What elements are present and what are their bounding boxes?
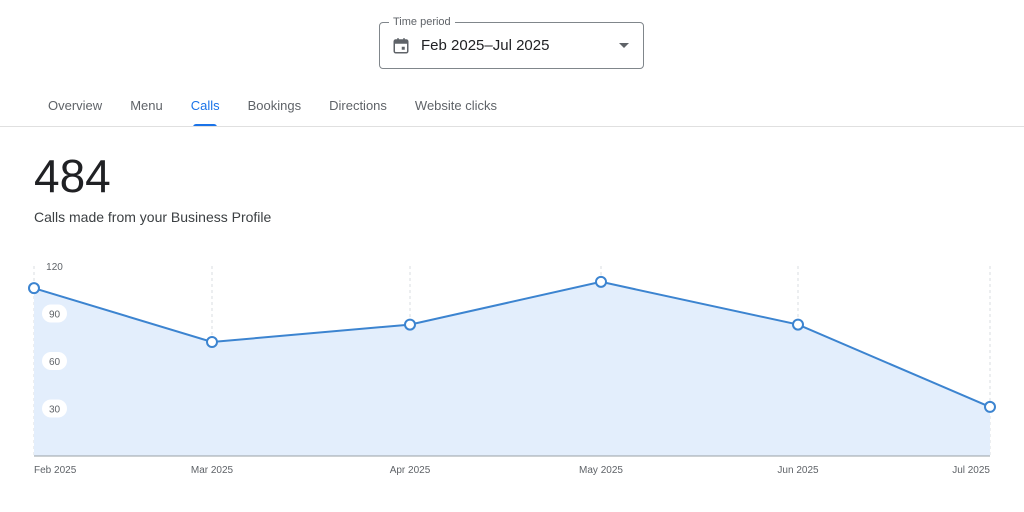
data-point [792, 318, 804, 331]
calls-area-chart: 30 60 90 120 Feb 2025 Mar 2025 Apr 2025 May 202… [28, 262, 996, 476]
x-tick-label: May 2025 [579, 465, 623, 476]
x-tick-label: Mar 2025 [191, 465, 234, 476]
metric-total: 484 [34, 150, 111, 202]
y-tick-label: 120 [46, 262, 63, 273]
calendar-icon [393, 38, 409, 54]
y-tick-bg [42, 399, 67, 418]
data-point [984, 400, 996, 413]
dropdown-arrow-icon [619, 43, 629, 48]
time-period-value: Feb 2025–Jul 2025 [421, 37, 550, 54]
data-point [28, 282, 40, 295]
data-point [206, 336, 218, 348]
x-tick-label: Jun 2025 [777, 465, 819, 476]
y-tick-label: 60 [49, 357, 61, 368]
tabs-divider [0, 126, 1024, 127]
tab-menu[interactable]: Menu [130, 98, 163, 113]
x-tick-label: Apr 2025 [390, 465, 431, 476]
data-point [595, 275, 607, 288]
time-period-label: Time period [389, 15, 455, 29]
y-tick-bg [42, 352, 67, 370]
metric-description: Calls made from your Business Profile [34, 209, 272, 225]
tab-website-clicks[interactable]: Website clicks [414, 98, 498, 113]
x-tick-label: Jul 2025 [952, 465, 990, 476]
metric-tabs: Overview Menu Calls Bookings Directions … [34, 86, 511, 127]
tab-overview[interactable]: Overview [48, 98, 103, 113]
x-tick-label: Feb 2025 [34, 465, 77, 476]
area-fill [34, 281, 990, 456]
time-period-select[interactable]: Time period Feb 2025–Jul 2025 [379, 15, 644, 69]
series-line [33, 280, 991, 408]
tab-directions[interactable]: Directions [329, 98, 387, 113]
data-point [404, 318, 416, 331]
tab-bookings[interactable]: Bookings [247, 98, 302, 113]
y-tick-label: 90 [49, 310, 61, 321]
y-tick-bg [42, 304, 67, 323]
tab-calls[interactable]: Calls [177, 86, 234, 127]
y-tick-label: 30 [49, 405, 61, 416]
